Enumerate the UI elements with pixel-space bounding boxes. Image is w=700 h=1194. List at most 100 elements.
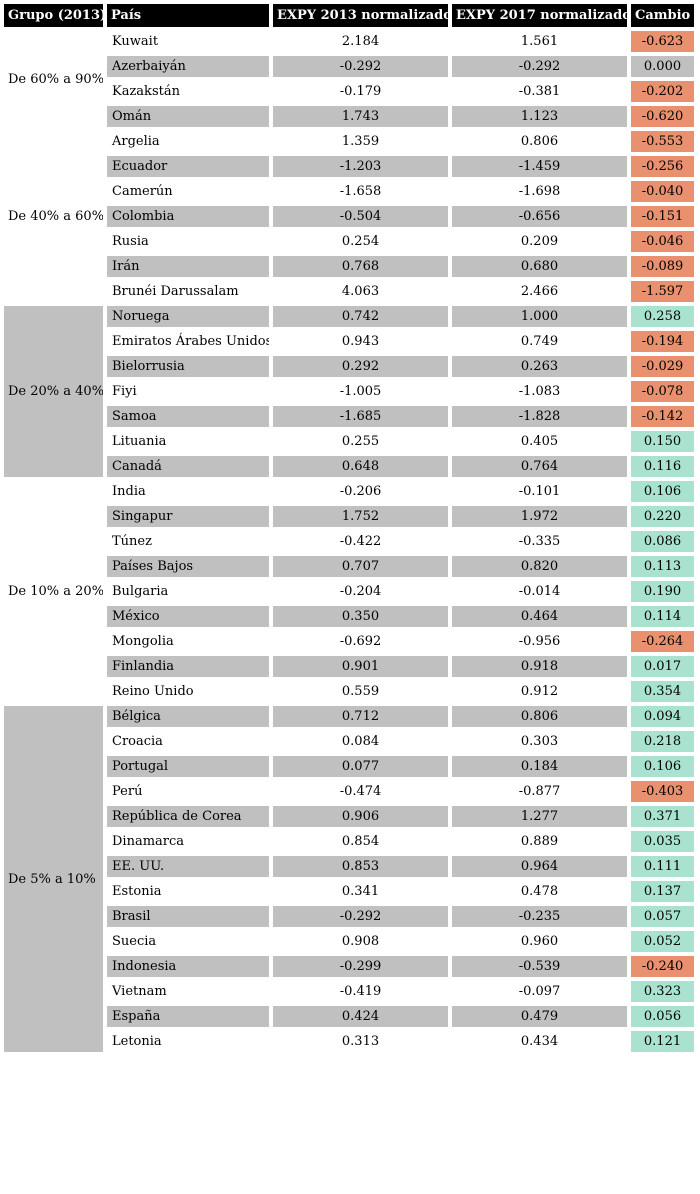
country-cell: Kuwait [112,34,159,49]
expy-2013-cell: 0.906 [273,806,448,827]
table-row: De 40% a 60% Argelia 1.359 0.806 -0.553 [4,131,694,302]
column-header-cambio: Cambio [631,4,694,27]
expy-2017-cell: -0.335 [518,534,561,549]
change-cell: -0.553 [631,131,694,152]
expy-2017-cell: -0.097 [518,984,561,999]
table-row: Colombia -0.504 -0.656 -0.151 [4,206,694,227]
change-cell: 0.086 [631,531,694,552]
expy-2017-cell: 1.972 [452,506,627,527]
table-row: Croacia 0.084 0.303 0.218 [4,731,694,752]
expy-2013-cell: -0.299 [273,956,448,977]
table-row: Letonia 0.313 0.434 0.121 [4,1031,694,1052]
expy-2017-cell: -1.459 [452,156,627,177]
country-cell: India [112,484,146,499]
expy-2013-cell: -0.504 [273,206,448,227]
country-cell: Finlandia [107,656,269,677]
change-cell: -0.264 [631,631,694,652]
change-cell: 0.121 [631,1031,694,1052]
country-cell: Emiratos Árabes Unidos [112,334,269,349]
change-cell: 0.258 [631,306,694,327]
change-cell: -0.256 [631,156,694,177]
expy-2013-cell: 0.255 [341,434,380,449]
country-cell: Letonia [112,1034,162,1049]
expy-2013-cell: 0.559 [341,684,380,699]
country-cell: Bulgaria [112,584,169,599]
expy-2017-cell: -1.698 [518,184,561,199]
change-cell: -1.597 [631,281,694,302]
table-row: Países Bajos 0.707 0.820 0.113 [4,556,694,577]
expy-2013-cell: -0.692 [339,634,382,649]
country-cell: Mongolia [112,634,174,649]
table-row: Suecia 0.908 0.960 0.052 [4,931,694,952]
change-cell: 0.190 [631,581,694,602]
expy-2017-cell: -1.083 [518,384,561,399]
expy-2013-cell: 0.424 [273,1006,448,1027]
table-row: Bulgaria -0.204 -0.014 0.190 [4,581,694,602]
expy-2013-cell: -1.685 [273,406,448,427]
change-cell: 0.056 [631,1006,694,1027]
group-label: De 10% a 20% [4,481,103,702]
expy-2013-cell: 0.341 [341,884,380,899]
expy-2017-cell: 0.434 [520,1034,559,1049]
expy-2013-cell: -0.179 [339,84,382,99]
expy-2017-cell: -0.292 [452,56,627,77]
expy-2013-cell: 0.854 [341,834,380,849]
expy-2013-cell: 0.768 [273,256,448,277]
change-cell: 0.218 [631,731,694,752]
country-cell: Estonia [112,884,162,899]
table-row: España 0.424 0.479 0.056 [4,1006,694,1027]
expy-2013-cell: -0.292 [273,56,448,77]
expy-2017-cell: 1.123 [452,106,627,127]
table-row: Samoa -1.685 -1.828 -0.142 [4,406,694,427]
table-row: Perú -0.474 -0.877 -0.403 [4,781,694,802]
change-cell: -0.623 [631,31,694,52]
table-row: Camerún -1.658 -1.698 -0.040 [4,181,694,202]
expy-2017-cell: 0.960 [520,934,559,949]
expy-2013-cell: 0.292 [273,356,448,377]
country-cell: Portugal [107,756,269,777]
change-cell: -0.403 [631,781,694,802]
table-row: De 5% a 10% Bélgica 0.712 0.806 0.094 [4,706,694,1052]
country-cell: Azerbaiyán [107,56,269,77]
change-cell: -0.194 [631,331,694,352]
change-cell: -0.046 [631,231,694,252]
expy-2013-cell: -0.204 [339,584,382,599]
country-cell: Países Bajos [107,556,269,577]
change-cell: -0.620 [631,106,694,127]
expy-2017-cell: 2.466 [520,284,559,299]
country-cell: EE. UU. [107,856,269,877]
expy-2017-cell: 0.184 [452,756,627,777]
change-cell: 0.114 [631,606,694,627]
table-body: De 60% a 90% Kuwait 2.184 1.561 -0.623 Azerba… [4,31,694,1052]
country-cell: Camerún [112,184,173,199]
change-cell: -0.240 [631,956,694,977]
expy-2017-cell: 1.561 [520,34,559,49]
expy-2017-cell: 0.820 [452,556,627,577]
change-cell: 0.094 [631,706,694,727]
expy-2017-cell: 1.000 [452,306,627,327]
change-cell: -0.040 [631,181,694,202]
expy-2013-cell: 0.908 [341,934,380,949]
change-cell: 0.323 [631,981,694,1002]
expy-2017-cell: 0.263 [452,356,627,377]
expy-2013-cell: 1.359 [341,134,380,149]
table-row: México 0.350 0.464 0.114 [4,606,694,627]
table-row: Canadá 0.648 0.764 0.116 [4,456,694,477]
change-cell: 0.116 [631,456,694,477]
change-cell: -0.029 [631,356,694,377]
country-cell: Lituania [112,434,167,449]
change-cell: -0.202 [631,81,694,102]
expy-2013-cell: 0.350 [273,606,448,627]
table-row: Finlandia 0.901 0.918 0.017 [4,656,694,677]
expy-2017-cell: -0.381 [518,84,561,99]
table-row: Portugal 0.077 0.184 0.106 [4,756,694,777]
table-row: Azerbaiyán -0.292 -0.292 0.000 [4,56,694,77]
country-cell: Colombia [107,206,269,227]
country-cell: Singapur [107,506,269,527]
change-cell: 0.354 [631,681,694,702]
expy-2013-cell: -0.206 [339,484,382,499]
country-cell: Argelia [112,134,160,149]
expy-2013-cell: 0.254 [341,234,380,249]
country-cell: Perú [112,784,143,799]
change-cell: 0.035 [631,831,694,852]
